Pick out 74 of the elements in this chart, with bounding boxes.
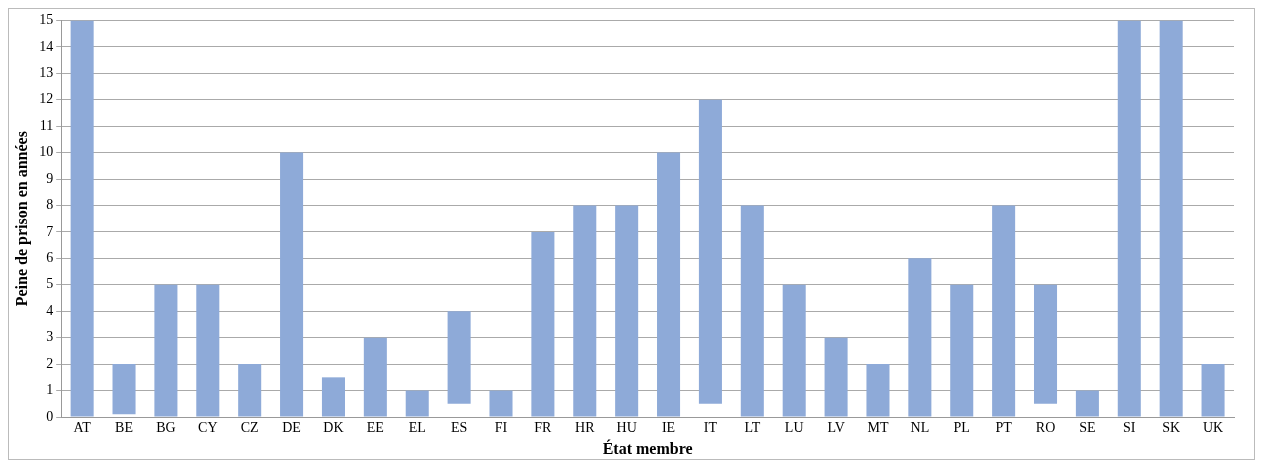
bar — [908, 258, 932, 417]
y-tick-label: 1 — [46, 382, 54, 398]
y-tick-label: 12 — [39, 91, 54, 107]
bar — [1075, 390, 1099, 417]
bar — [154, 284, 178, 417]
x-tick-label: FI — [494, 420, 508, 436]
bar — [405, 390, 429, 417]
bar — [363, 337, 387, 417]
bar — [489, 390, 513, 417]
x-tick-label: CZ — [240, 420, 259, 436]
bar — [531, 231, 555, 417]
y-tick-label: 7 — [46, 223, 54, 239]
bar — [573, 205, 597, 417]
bar — [112, 364, 136, 415]
y-tick-label: 3 — [46, 329, 54, 345]
y-tick-label: 6 — [46, 250, 54, 266]
x-tick-label: DE — [282, 420, 301, 436]
x-tick-label: SK — [1162, 420, 1181, 436]
x-tick-label: LU — [784, 420, 804, 436]
x-tick-label: HU — [616, 420, 637, 436]
x-tick-label: DK — [323, 420, 344, 436]
bar — [950, 284, 974, 417]
x-tick-label: IE — [661, 420, 676, 436]
x-tick-label: UK — [1202, 420, 1224, 436]
bar — [615, 205, 639, 417]
y-tick-label: 11 — [39, 117, 54, 133]
bar — [70, 20, 94, 417]
x-axis-title: État membre — [602, 438, 693, 457]
x-tick-label: AT — [73, 420, 92, 436]
bar — [657, 152, 681, 417]
x-tick-label: SI — [1123, 420, 1136, 436]
bar — [866, 364, 890, 417]
x-tick-label: BE — [115, 420, 133, 436]
y-tick-label: 15 — [39, 12, 54, 28]
y-tick-label: 10 — [39, 144, 54, 160]
y-tick-label: 0 — [46, 408, 54, 424]
x-tick-label: CY — [198, 420, 218, 436]
y-tick-label: 5 — [46, 276, 54, 292]
bar — [1117, 20, 1141, 417]
y-tick-label: 8 — [46, 197, 54, 213]
bar — [238, 364, 262, 417]
y-tick-label: 9 — [46, 170, 54, 186]
bar — [1159, 20, 1183, 417]
x-tick-label: PL — [953, 420, 970, 436]
y-tick-label: 13 — [39, 64, 54, 80]
x-tick-label: IT — [703, 420, 718, 436]
x-tick-label: NL — [910, 420, 930, 436]
bar — [824, 337, 848, 417]
bar — [321, 377, 345, 417]
x-tick-label: MT — [867, 420, 889, 436]
bar — [280, 152, 304, 417]
y-tick-label: 4 — [46, 302, 54, 318]
bar — [992, 205, 1016, 417]
bar — [740, 205, 764, 417]
x-tick-label: ES — [450, 420, 468, 436]
y-tick-label: 2 — [46, 355, 54, 371]
x-tick-label: SE — [1079, 420, 1096, 436]
x-tick-label: EE — [366, 420, 384, 436]
bar — [1201, 364, 1225, 417]
x-tick-label: LV — [827, 420, 845, 436]
x-tick-label: BG — [156, 420, 176, 436]
x-tick-label: EL — [408, 420, 426, 436]
x-tick-label: LT — [744, 420, 761, 436]
x-tick-label: FR — [534, 420, 553, 436]
bar — [447, 311, 471, 404]
y-axis-title: Peine de prison en années — [12, 131, 31, 307]
x-tick-label: PT — [995, 420, 1013, 436]
x-tick-label: RO — [1035, 420, 1056, 436]
bar — [1034, 284, 1058, 404]
y-tick-label: 14 — [39, 38, 54, 54]
bar — [698, 99, 722, 404]
bar — [196, 284, 220, 417]
bar — [782, 284, 806, 417]
x-tick-label: HR — [575, 420, 596, 436]
